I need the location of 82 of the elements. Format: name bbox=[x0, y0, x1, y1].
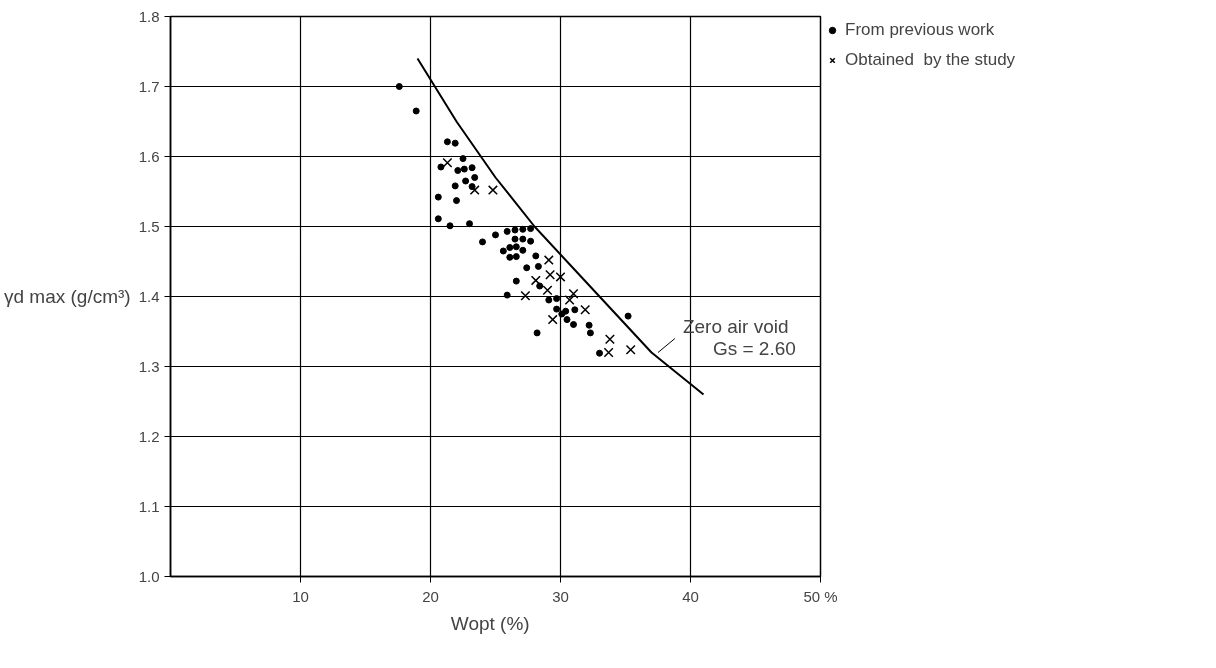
point bbox=[462, 177, 470, 185]
point bbox=[553, 295, 561, 303]
point bbox=[395, 83, 403, 90]
point bbox=[460, 165, 468, 173]
y-tick-label: 1.8 bbox=[138, 7, 160, 25]
point bbox=[519, 246, 527, 254]
point bbox=[519, 225, 527, 233]
point bbox=[527, 225, 535, 233]
point bbox=[564, 295, 575, 305]
point bbox=[437, 163, 445, 171]
point bbox=[511, 235, 519, 243]
point bbox=[451, 182, 459, 190]
y-tick-label: 1.1 bbox=[138, 497, 160, 515]
point bbox=[459, 155, 467, 163]
point bbox=[596, 349, 603, 357]
point bbox=[519, 235, 527, 243]
point bbox=[625, 344, 636, 355]
point bbox=[503, 227, 511, 235]
point bbox=[563, 316, 571, 324]
point bbox=[434, 193, 442, 201]
point bbox=[466, 220, 473, 228]
point bbox=[571, 306, 579, 314]
point bbox=[624, 312, 632, 320]
y-tick-label: 1.0 bbox=[138, 567, 160, 585]
point bbox=[604, 334, 615, 345]
y-tick-label: 1.6 bbox=[138, 147, 160, 165]
point bbox=[534, 262, 542, 270]
point bbox=[527, 237, 535, 245]
point bbox=[512, 277, 520, 285]
point bbox=[520, 290, 531, 301]
point bbox=[506, 253, 514, 261]
point bbox=[469, 185, 480, 196]
point bbox=[536, 282, 544, 290]
point bbox=[553, 305, 561, 313]
y-tick-label: 1.7 bbox=[138, 77, 160, 95]
x-tick-label: 20 bbox=[422, 587, 439, 605]
x-tick-label: 30 bbox=[552, 587, 569, 605]
point bbox=[487, 185, 498, 196]
point bbox=[603, 347, 614, 358]
point bbox=[542, 285, 553, 296]
y-axis-title: γd max (g/cm³) bbox=[3, 286, 131, 307]
point bbox=[511, 226, 519, 234]
point bbox=[543, 255, 554, 266]
point bbox=[580, 304, 591, 315]
y-tick-label: 1.4 bbox=[138, 287, 160, 305]
x-axis-title: Wopt (%) bbox=[450, 612, 530, 634]
point bbox=[454, 167, 462, 174]
point bbox=[545, 296, 553, 304]
point bbox=[547, 314, 558, 325]
point bbox=[443, 138, 451, 146]
y-tick-label: 1.5 bbox=[138, 217, 160, 235]
point bbox=[499, 247, 507, 255]
point bbox=[570, 321, 577, 328]
legend-label: From previous work bbox=[845, 20, 995, 40]
point bbox=[585, 321, 593, 329]
x-tick-label: 50 % bbox=[803, 587, 838, 605]
point bbox=[512, 253, 520, 261]
y-tick-label: 1.2 bbox=[138, 427, 160, 445]
point bbox=[568, 288, 579, 299]
point bbox=[468, 164, 476, 172]
legend-label: Obtained by the study bbox=[845, 50, 1016, 70]
point bbox=[503, 291, 511, 299]
y-tick-label: 1.3 bbox=[138, 357, 160, 375]
point bbox=[451, 139, 459, 147]
point bbox=[532, 252, 540, 260]
point bbox=[434, 215, 442, 223]
point bbox=[523, 264, 531, 272]
point bbox=[412, 107, 420, 115]
point bbox=[506, 244, 514, 251]
point bbox=[442, 157, 453, 168]
point bbox=[530, 275, 541, 286]
point bbox=[492, 231, 499, 239]
x-tick-label: 40 bbox=[682, 587, 699, 605]
point bbox=[471, 174, 479, 181]
point bbox=[533, 329, 541, 337]
point bbox=[446, 222, 454, 230]
point bbox=[479, 238, 486, 246]
point bbox=[586, 329, 594, 337]
point bbox=[558, 310, 566, 318]
point bbox=[453, 197, 460, 205]
x-tick-label: 10 bbox=[292, 587, 309, 605]
point bbox=[512, 243, 520, 251]
